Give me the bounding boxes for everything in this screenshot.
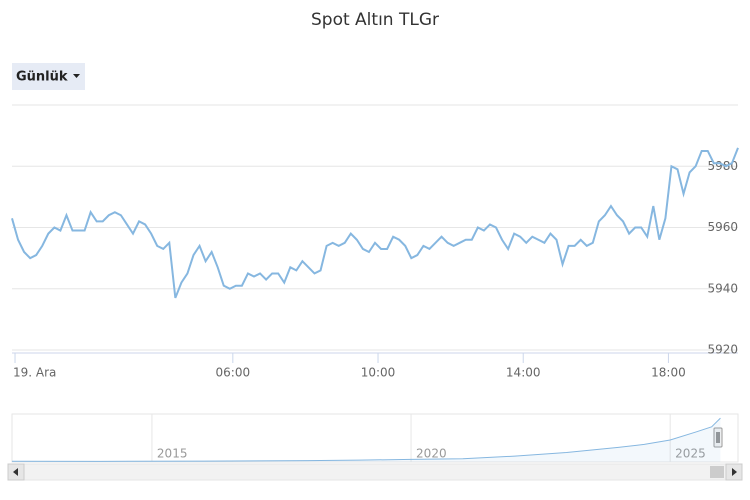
dropdown-caret	[73, 74, 80, 78]
chart-title: Spot Altın TLGr	[311, 10, 439, 30]
price-line	[11, 147, 739, 299]
range-label[interactable]: Günlük	[16, 70, 68, 85]
navigator-tick-label: 2015	[157, 447, 188, 461]
y-tick-label: 5940	[707, 281, 738, 295]
x-tick-label: 14:00	[506, 366, 541, 380]
navigator-handle[interactable]	[713, 427, 723, 448]
scrollbar-track[interactable]	[7, 463, 743, 481]
y-tick-label: 5920	[707, 343, 738, 357]
navigator-tick-label: 2025	[675, 447, 706, 461]
x-tick-label: 18:00	[651, 366, 686, 380]
y-tick-label: 5960	[707, 220, 738, 234]
arrow-left	[13, 468, 18, 476]
x-tick-label: 06:00	[216, 366, 251, 380]
x-tick-label: 19. Ara	[13, 366, 56, 380]
x-tick-label: 10:00	[361, 366, 396, 380]
arrow-right	[732, 468, 737, 476]
navigator-frame	[11, 413, 739, 463]
navigator-line	[11, 417, 721, 462]
navigator-area	[12, 418, 721, 462]
scrollbar-thumb[interactable]	[710, 466, 724, 478]
range-dropdown[interactable]	[12, 63, 85, 90]
navigator-tick-label: 2020	[416, 447, 447, 461]
